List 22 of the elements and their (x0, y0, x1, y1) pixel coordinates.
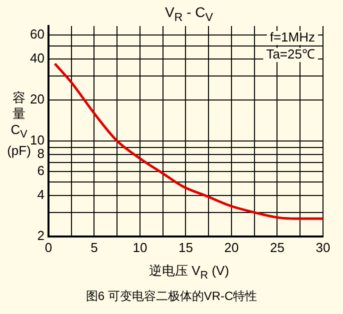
chart-title: V$_{R}$ - C$_{V}$ (164, 4, 214, 24)
y-axis-title: 容量 C$_{V}$ (pF) (7, 90, 31, 158)
x-axis-title: 逆电压 V$_{R}$ (V) (148, 262, 230, 282)
x-tick-label: 15 (178, 240, 193, 255)
x-tick-label: 20 (224, 240, 239, 255)
y-tick-label: 6 (37, 162, 44, 178)
y-tick-label: 60 (30, 26, 44, 42)
y-tick-label: 20 (30, 92, 44, 107)
line-series (54, 62, 323, 220)
x-tick-label: 30 (316, 240, 330, 255)
y-tick-label: 2 (37, 228, 44, 243)
caption: 图6 可变电容二极体的VR-C特性 (84, 288, 258, 305)
annotation: Ta=25℃ (266, 46, 315, 62)
y-tick-label: 40 (30, 50, 44, 66)
annotation: f=1MHz (270, 30, 315, 45)
x-tick-label: 10 (132, 240, 148, 255)
y-tick-label: 4 (37, 186, 44, 202)
x-tick-label: 25 (270, 240, 284, 255)
x-tick-label: 5 (90, 240, 98, 255)
y-tick-label: 8 (37, 146, 44, 161)
y-tick-label: 10 (30, 132, 44, 148)
x-tick-label: 0 (44, 240, 52, 255)
